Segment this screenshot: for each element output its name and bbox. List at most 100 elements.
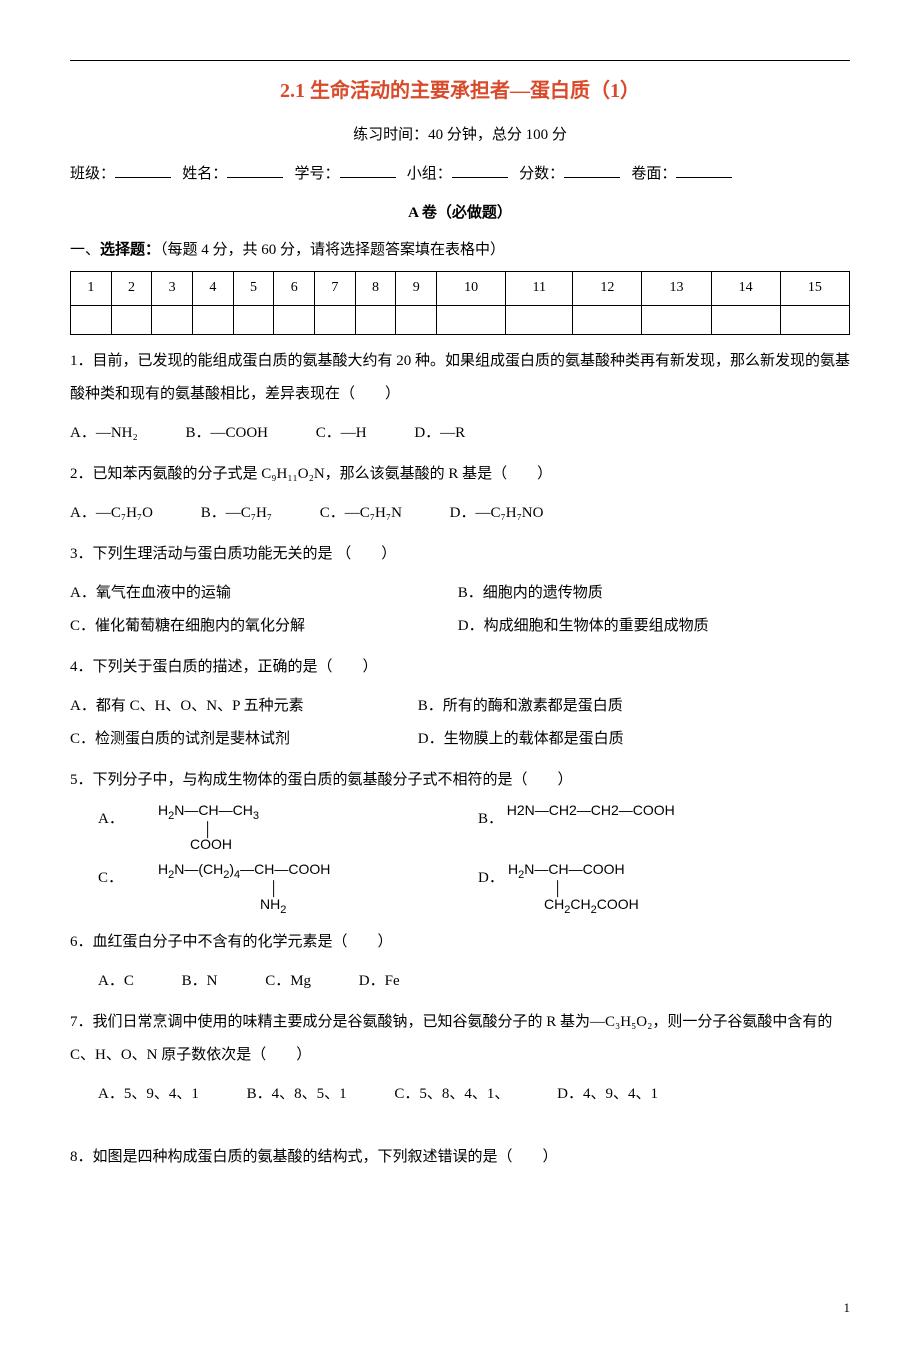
- q4-c: C．检测蛋白质的试剂是斐林试剂: [70, 723, 370, 756]
- q5-text: 5．下列分子中，与构成生物体的蛋白质的氨基酸分子式不相符的是（ ）: [70, 764, 850, 797]
- q6-a: A．C: [98, 965, 134, 998]
- col-15: 15: [780, 272, 849, 306]
- answer-input-row: [71, 305, 850, 334]
- ans-14[interactable]: [711, 305, 780, 334]
- ans-7[interactable]: [315, 305, 356, 334]
- ans-9[interactable]: [396, 305, 437, 334]
- q7-b: B．4、8、5、1: [247, 1078, 347, 1111]
- ans-13[interactable]: [642, 305, 711, 334]
- q6-c: C．Mg: [265, 965, 311, 998]
- label-name: 姓名：: [182, 166, 227, 182]
- q2-c: C．—C₇H₇N: [320, 497, 402, 530]
- q4-d: D．生物膜上的载体都是蛋白质: [418, 723, 624, 756]
- section1-rest: （每题 4 分，共 60 分，请将选择题答案填在表格中）: [160, 242, 505, 258]
- answer-table: 1 2 3 4 5 6 7 8 9 10 11 12 13 14 15: [70, 271, 850, 335]
- q8-text: 8．如图是四种构成蛋白质的氨基酸的结构式，下列叙述错误的是（ ）: [70, 1141, 850, 1174]
- subtitle: 练习时间：40 分钟，总分 100 分: [70, 119, 850, 152]
- ans-5[interactable]: [233, 305, 274, 334]
- ans-10[interactable]: [437, 305, 506, 334]
- q5-b-label: B．: [478, 811, 503, 827]
- page-number: 1: [70, 1294, 850, 1323]
- section1-bold: 选择题：: [100, 242, 160, 258]
- q5-a-label: A．: [70, 803, 158, 836]
- ans-8[interactable]: [355, 305, 396, 334]
- ans-11[interactable]: [506, 305, 573, 334]
- ans-2[interactable]: [111, 305, 152, 334]
- q1-text: 1．目前，已发现的能组成蛋白质的氨基酸大约有 20 种。如果组成蛋白质的氨基酸种…: [70, 345, 850, 411]
- q5-a-struct: H2N—CH—CH3 │ COOH: [158, 803, 478, 853]
- blank-score[interactable]: [564, 162, 620, 178]
- blank-neat[interactable]: [676, 162, 732, 178]
- q4-a: A．都有 C、H、O、N、P 五种元素: [70, 690, 370, 723]
- q6-b: B．N: [182, 965, 218, 998]
- ans-6[interactable]: [274, 305, 315, 334]
- q3-c: C．催化葡萄糖在细胞内的氧化分解: [70, 610, 410, 643]
- col-13: 13: [642, 272, 711, 306]
- answer-header-row: 1 2 3 4 5 6 7 8 9 10 11 12 13 14 15: [71, 272, 850, 306]
- section1-heading: 一、选择题：（每题 4 分，共 60 分，请将选择题答案填在表格中）: [70, 234, 850, 267]
- q7-text: 7．我们日常烹调中使用的味精主要成分是谷氨酸钠，已知谷氨酸分子的 R 基为—C₃…: [70, 1006, 850, 1072]
- page-title: 2.1 生命活动的主要承担者—蛋白质（1）: [70, 69, 850, 113]
- col-11: 11: [506, 272, 573, 306]
- q2-a: A．—C₇H₇O: [70, 497, 153, 530]
- q4-opts: A．都有 C、H、O、N、P 五种元素 B．所有的酶和激素都是蛋白质 C．检测蛋…: [70, 690, 850, 756]
- label-class: 班级：: [70, 166, 115, 182]
- q5-c-struct: H2N—(CH2)4—CH—COOH │ NH2: [158, 862, 478, 915]
- q1-d: D．—R: [414, 417, 465, 450]
- top-rule: [70, 60, 850, 61]
- blank-group[interactable]: [452, 162, 508, 178]
- q2-text: 2．已知苯丙氨酸的分子式是 C₉H₁₁O₂N，那么该氨基酸的 R 基是（ ）: [70, 458, 850, 491]
- col-1: 1: [71, 272, 112, 306]
- q6-d: D．Fe: [359, 965, 400, 998]
- col-12: 12: [573, 272, 642, 306]
- ans-15[interactable]: [780, 305, 849, 334]
- col-8: 8: [355, 272, 396, 306]
- q5-row-ab: A． H2N—CH—CH3 │ COOH B． H2N—CH2—CH2—COOH: [70, 803, 850, 853]
- q5-b-text: H2N—CH2—CH2—COOH: [507, 803, 675, 818]
- q2-b: B．—C₇H₇: [201, 497, 272, 530]
- q3-d: D．构成细胞和生物体的重要组成物质: [458, 610, 709, 643]
- q7-a: A．5、9、4、1: [98, 1078, 199, 1111]
- q6-text: 6．血红蛋白分子中不含有的化学元素是（ ）: [70, 926, 850, 959]
- q4-text: 4．下列关于蛋白质的描述，正确的是（ ）: [70, 651, 850, 684]
- ans-4[interactable]: [193, 305, 234, 334]
- q5-b: B． H2N—CH2—CH2—COOH: [478, 803, 850, 836]
- q2-d: D．—C₇H₇NO: [450, 497, 544, 530]
- label-score: 分数：: [519, 166, 564, 182]
- q7-opts: A．5、9、4、1 B．4、8、5、1 C．5、8、4、1、 D．4、9、4、1: [70, 1078, 850, 1111]
- col-5: 5: [233, 272, 274, 306]
- ans-12[interactable]: [573, 305, 642, 334]
- q1-b: B．—COOH: [185, 417, 268, 450]
- q3-a: A．氧气在血液中的运输: [70, 577, 410, 610]
- q3-opts: A．氧气在血液中的运输 B．细胞内的遗传物质 C．催化葡萄糖在细胞内的氧化分解 …: [70, 577, 850, 643]
- q6-opts: A．C B．N C．Mg D．Fe: [70, 965, 850, 998]
- col-2: 2: [111, 272, 152, 306]
- blank-class[interactable]: [115, 162, 171, 178]
- col-6: 6: [274, 272, 315, 306]
- q7-c: C．5、8、4、1、: [394, 1078, 509, 1111]
- col-3: 3: [152, 272, 193, 306]
- q1-a: A．—NH₂: [70, 417, 138, 450]
- blank-name[interactable]: [227, 162, 283, 178]
- q3-b: B．细胞内的遗传物质: [458, 577, 603, 610]
- q5-d-label: D．: [478, 862, 508, 895]
- label-group: 小组：: [407, 166, 452, 182]
- label-id: 学号：: [295, 166, 340, 182]
- q1-c: C．—H: [316, 417, 367, 450]
- blank-id[interactable]: [340, 162, 396, 178]
- q2-opts: A．—C₇H₇O B．—C₇H₇ C．—C₇H₇N D．—C₇H₇NO: [70, 497, 850, 530]
- q5-c-label: C．: [70, 862, 158, 895]
- info-row: 班级： 姓名： 学号： 小组： 分数： 卷面：: [70, 158, 850, 191]
- section1-prefix: 一、: [70, 242, 100, 258]
- col-7: 7: [315, 272, 356, 306]
- q4-b: B．所有的酶和激素都是蛋白质: [418, 690, 623, 723]
- ans-1[interactable]: [71, 305, 112, 334]
- q1-opts: A．—NH₂ B．—COOH C．—H D．—R: [70, 417, 850, 450]
- q7-d: D．4、9、4、1: [557, 1078, 658, 1111]
- q5-d-struct: H2N—CH—COOH │ CH2CH2COOH: [508, 862, 850, 915]
- col-9: 9: [396, 272, 437, 306]
- col-10: 10: [437, 272, 506, 306]
- q5-row-cd: C． H2N—(CH2)4—CH—COOH │ NH2 D． H2N—CH—CO…: [70, 862, 850, 915]
- ans-3[interactable]: [152, 305, 193, 334]
- paper-label: A 卷（必做题）: [70, 197, 850, 230]
